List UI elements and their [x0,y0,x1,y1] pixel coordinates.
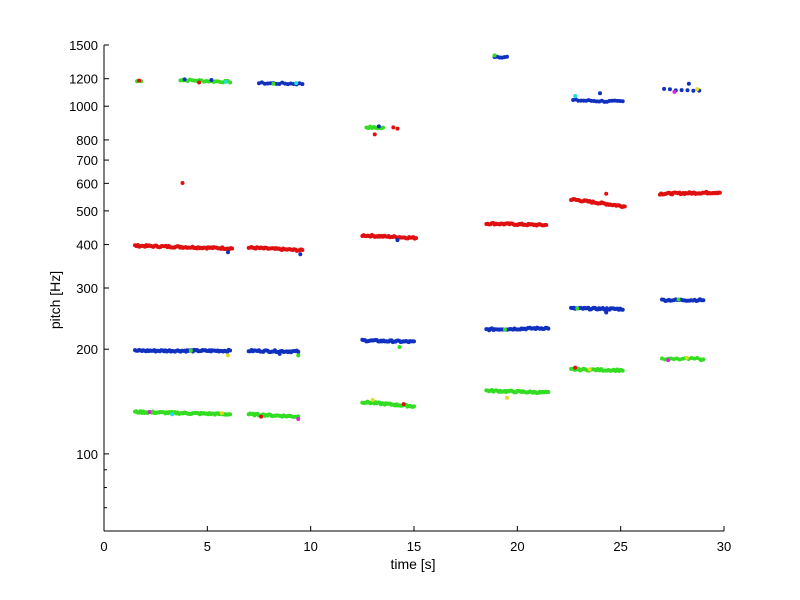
pitch-point [226,250,230,255]
pitch-point [228,80,233,85]
pitch-point [395,238,400,243]
pitch-point [679,88,684,93]
x-tick-label: 5 [204,539,211,554]
pitch-point [180,181,185,186]
pitch-point [228,412,233,417]
pitch-point [372,132,377,137]
x-tick-label: 10 [303,539,317,554]
pitch-point [502,327,507,332]
pitch-point [691,88,696,93]
pitch-point [188,348,193,353]
pitch-point [294,81,299,86]
pitch-point [412,404,416,409]
pitch-point [300,82,305,87]
pitch-point [370,397,375,402]
x-axis-title: time [s] [390,556,435,572]
pitch-point [699,358,704,363]
y-tick-label: 1200 [69,72,98,87]
x-tick-label: 30 [717,539,731,554]
pitch-point [381,125,385,130]
pitch-point [230,246,235,251]
pitch-point [546,389,551,394]
pitch-point [223,79,228,84]
pitch-point [686,81,691,86]
pitch-point [544,222,549,227]
pitch-point [620,99,625,104]
y-tick-label: 300 [76,281,98,296]
pitch-point [274,81,279,86]
pitch-point [575,306,580,311]
y-tick-label: 1000 [69,99,98,114]
pitch-point [685,88,690,93]
x-tick-label: 15 [407,539,421,554]
pitch-point [395,126,400,131]
pitch-point [296,416,301,421]
pitch-point [684,355,689,360]
pitch-point [182,77,187,82]
pitch-point [298,252,303,257]
pitch-point [492,53,497,58]
pitch-point [598,91,602,96]
pitch-point [391,125,396,130]
pitch-point [300,248,305,253]
pitch-point [620,368,625,373]
pitch-point [587,367,592,372]
pitch-point [259,414,264,419]
axes: 0 5 10 15 20 25 30 100 200 300 400 500 600 700 800 1000… [69,38,731,554]
pitch-point [676,297,681,302]
pitch-point [296,349,301,354]
pitch-point [622,204,627,209]
pitch-point [667,87,672,92]
pitch-point [717,190,722,195]
y-tick-label: 200 [76,342,98,357]
pitch-point [666,358,671,363]
pitch-point [573,94,578,98]
pitch-point [376,124,381,129]
x-tick-label: 20 [510,539,524,554]
pitch-point [505,395,509,400]
pitch-point [228,348,233,353]
data-marks [133,53,722,421]
pitch-point [170,412,175,417]
pitch-point [277,351,282,356]
pitch-point [604,310,609,315]
pitch-point [505,54,509,59]
pitch-point [401,402,406,407]
pitch-point [265,81,270,86]
x-tick-label: 0 [100,539,107,554]
pitch-point [414,236,419,241]
pitch-point [546,326,551,331]
pitch-point [271,81,276,86]
pitch-point [219,411,224,416]
pitch-point [695,87,700,92]
y-tick-label: 500 [76,204,98,219]
y-tick-label: 1500 [69,38,98,53]
pitch-point [692,356,697,361]
y-tick-label: 400 [76,238,98,253]
y-axis-title: pitch [Hz] [47,271,63,329]
pitch-point [147,409,152,414]
pitch-point [397,344,402,349]
pitch-point [672,89,677,94]
y-tick-label: 100 [76,447,98,462]
pitch-point [620,307,625,312]
y-tick-label: 800 [76,133,98,148]
pitch-point [662,86,667,91]
pitch-point [197,80,202,85]
pitch-point [209,77,214,82]
pitch-point [137,78,142,83]
pitch-point [573,365,578,370]
pitch-point [701,298,706,303]
pitch-point [296,353,301,358]
pitch-point [604,191,609,196]
y-tick-label: 600 [76,176,98,191]
pitch-point [412,339,416,344]
x-tick-label: 25 [613,539,627,554]
y-tick-label: 700 [76,153,98,168]
pitch-point [226,353,230,358]
